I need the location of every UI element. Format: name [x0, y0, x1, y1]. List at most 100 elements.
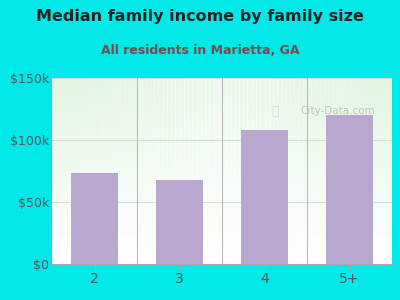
Bar — [52, 165, 392, 166]
Bar — [52, 255, 392, 256]
Bar — [384, 78, 388, 264]
Bar — [52, 223, 392, 224]
Bar — [201, 78, 205, 264]
Bar — [307, 78, 311, 264]
Bar — [282, 78, 286, 264]
Bar — [52, 158, 392, 159]
Bar — [196, 78, 201, 264]
Bar — [73, 78, 78, 264]
Bar — [52, 141, 392, 142]
Bar — [192, 78, 196, 264]
Bar — [52, 171, 392, 172]
Bar — [52, 137, 392, 139]
Bar — [52, 99, 392, 100]
Bar — [52, 219, 392, 220]
Bar — [82, 78, 86, 264]
Bar — [52, 92, 392, 93]
Bar — [350, 78, 354, 264]
Bar — [52, 142, 392, 144]
Bar — [286, 78, 290, 264]
Bar — [52, 228, 392, 229]
Bar — [52, 97, 392, 98]
Bar — [290, 78, 294, 264]
Bar — [154, 78, 158, 264]
Bar — [52, 100, 392, 102]
Bar — [137, 78, 141, 264]
Bar — [243, 78, 248, 264]
Bar — [52, 262, 392, 263]
Bar — [52, 186, 392, 187]
Bar — [52, 98, 392, 99]
Bar — [171, 78, 175, 264]
Bar — [52, 253, 392, 254]
Bar — [52, 140, 392, 141]
Bar — [52, 126, 392, 128]
Bar — [52, 88, 392, 89]
Bar — [52, 85, 392, 87]
Bar — [52, 105, 392, 106]
Bar — [52, 254, 392, 255]
Bar — [52, 232, 392, 233]
Bar — [52, 108, 392, 109]
Bar — [52, 144, 392, 145]
Bar — [52, 123, 392, 124]
Bar — [52, 248, 392, 249]
Bar — [52, 113, 392, 114]
Bar — [52, 222, 392, 223]
Bar — [52, 95, 392, 97]
Bar — [94, 78, 99, 264]
Bar — [52, 115, 392, 116]
Bar — [52, 172, 392, 173]
Bar — [52, 130, 392, 131]
Bar — [52, 131, 392, 133]
Bar — [52, 259, 392, 260]
Bar — [56, 78, 60, 264]
Bar — [311, 78, 316, 264]
Bar — [69, 78, 73, 264]
Bar — [230, 78, 235, 264]
Bar — [52, 218, 392, 219]
Bar — [52, 236, 392, 237]
Bar — [294, 78, 298, 264]
Bar — [52, 155, 392, 156]
Bar — [52, 217, 392, 218]
Bar — [52, 112, 392, 113]
Bar — [52, 116, 392, 118]
Bar — [52, 206, 392, 207]
Bar — [52, 245, 392, 247]
Bar — [371, 78, 375, 264]
Bar — [52, 173, 392, 175]
Bar — [71, 173, 118, 264]
Bar — [52, 224, 392, 226]
Bar — [52, 207, 392, 208]
Bar — [52, 249, 392, 250]
Bar — [52, 244, 392, 245]
Text: All residents in Marietta, GA: All residents in Marietta, GA — [101, 44, 299, 56]
Bar — [214, 78, 218, 264]
Bar — [316, 78, 320, 264]
Bar — [52, 250, 392, 252]
Bar — [133, 78, 137, 264]
Bar — [264, 78, 269, 264]
Bar — [52, 119, 392, 120]
Bar — [52, 161, 392, 162]
Text: 🔍: 🔍 — [271, 105, 278, 118]
Bar — [52, 94, 392, 95]
Bar — [52, 190, 392, 191]
Bar — [328, 78, 332, 264]
Bar — [52, 227, 392, 228]
Bar — [52, 247, 392, 248]
Bar — [52, 114, 392, 115]
Bar — [52, 80, 392, 82]
Bar — [52, 205, 392, 206]
Bar — [141, 78, 146, 264]
Bar — [379, 78, 384, 264]
Bar — [52, 109, 392, 110]
Bar — [52, 104, 392, 105]
Bar — [52, 212, 392, 213]
Bar — [99, 78, 103, 264]
Bar — [52, 82, 392, 83]
Bar — [52, 182, 392, 183]
Bar — [52, 136, 392, 137]
Bar — [252, 78, 256, 264]
